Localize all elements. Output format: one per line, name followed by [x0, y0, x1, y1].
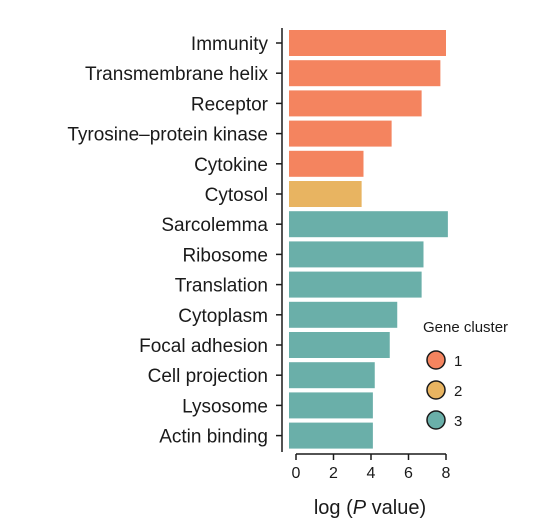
x-tick-label: 4: [367, 465, 376, 482]
bar: [289, 392, 373, 419]
legend-label: 1: [454, 353, 462, 370]
x-axis-title: log (P value): [314, 497, 426, 519]
y-tick-label: Cytoplasm: [178, 306, 268, 327]
bar: [289, 150, 364, 177]
x-axis-title-suffix: value): [366, 497, 426, 519]
legend-label: 2: [454, 383, 462, 400]
legend-swatch: [426, 350, 446, 370]
y-axis: Immunity Transmembrane helix Receptor Tyros…: [67, 34, 282, 448]
y-tick-label: Immunity: [191, 34, 269, 55]
y-tick-label: Actin binding: [159, 427, 268, 448]
bar: [289, 211, 448, 238]
bar: [289, 181, 362, 207]
x-tick-label: 2: [329, 465, 338, 482]
y-tick-label: Transmembrane helix: [85, 64, 269, 85]
y-tick-label: Cytosol: [205, 185, 268, 206]
legend-title: Gene cluster: [423, 319, 508, 336]
bar: [289, 90, 422, 117]
legend-label: 3: [454, 413, 462, 430]
y-tick-label: Focal adhesion: [139, 336, 268, 357]
bar: [289, 60, 441, 87]
bars-layer: [289, 30, 448, 449]
x-tick-label: 8: [442, 465, 451, 482]
bar: [289, 332, 390, 358]
bar: [289, 120, 392, 147]
y-tick-label: Lysosome: [182, 396, 268, 417]
y-tick-label: Tyrosine–protein kinase: [67, 125, 268, 146]
x-tick-label: 6: [404, 465, 413, 482]
y-tick-label: Cell projection: [148, 366, 268, 387]
x-axis-title-italic: P: [353, 497, 367, 519]
x-axis: 0 2 4 6 8: [292, 454, 451, 482]
legend-swatch: [426, 410, 446, 430]
y-tick-label: Sarcolemma: [161, 215, 268, 236]
bar: [289, 271, 422, 298]
x-tick-label: 0: [292, 465, 301, 482]
bar: [289, 241, 424, 268]
y-tick-label: Ribosome: [182, 245, 268, 266]
y-tick-label: Translation: [175, 276, 268, 297]
legend: Gene cluster 1 2 3: [423, 319, 508, 430]
bar: [289, 422, 373, 449]
x-axis-title-prefix: log (: [314, 497, 353, 519]
legend-swatch: [426, 380, 446, 400]
y-tick-label: Cytokine: [194, 155, 268, 176]
bar: [289, 362, 375, 389]
y-tick-label: Receptor: [191, 94, 269, 115]
bar: [289, 301, 398, 328]
bar: [289, 30, 446, 56]
